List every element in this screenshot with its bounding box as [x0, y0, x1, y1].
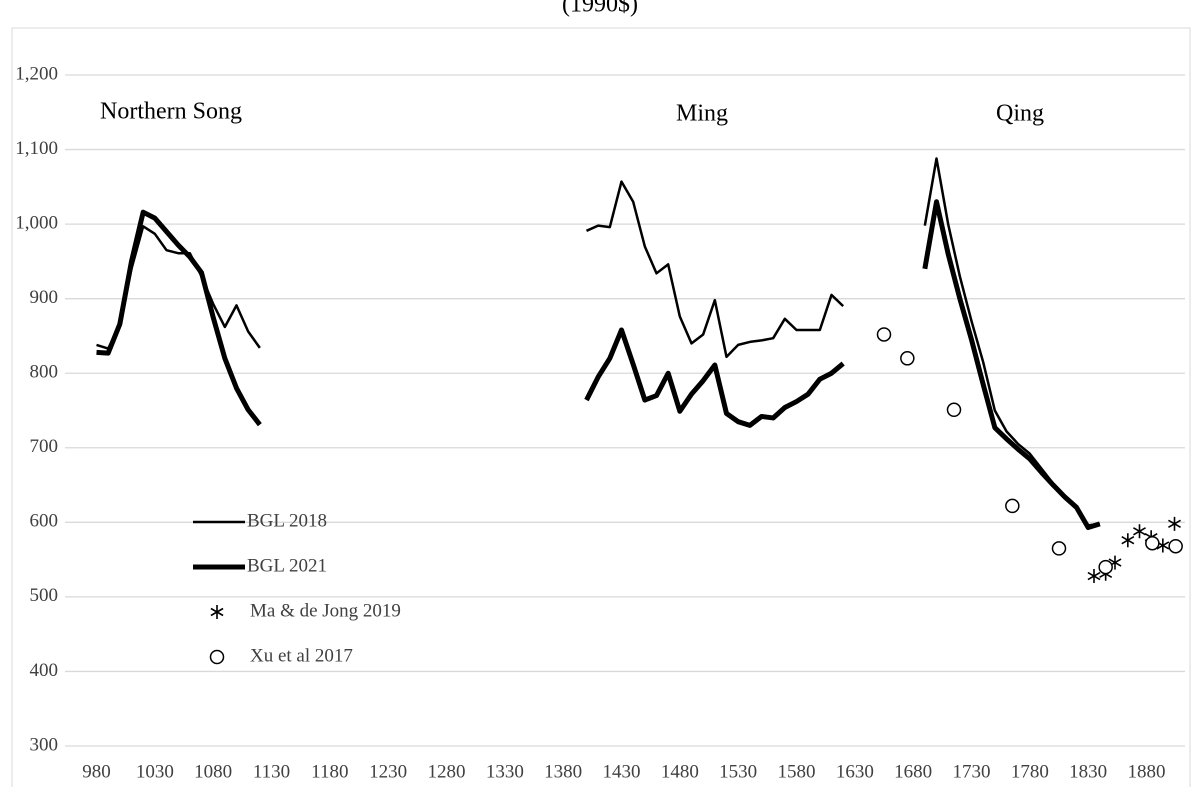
x-tick-label: 1030 — [136, 761, 174, 782]
x-tick-label: 1630 — [836, 761, 874, 782]
legend-swatch — [209, 649, 225, 665]
x-tick-label: 1380 — [544, 761, 582, 782]
y-tick-label: 1,100 — [15, 138, 58, 159]
series-line — [96, 157, 1100, 527]
legend-label: Xu et al 2017 — [250, 645, 353, 666]
x-tick-label: 1430 — [603, 761, 641, 782]
x-tick-label: 1130 — [253, 761, 290, 782]
x-tick-label: 1730 — [953, 761, 991, 782]
y-tick-label: 800 — [30, 362, 59, 383]
x-tick-label: 1880 — [1128, 761, 1166, 782]
chart-title: (1990$) — [562, 0, 638, 18]
point — [1005, 498, 1020, 514]
y-tick-label: 1,200 — [15, 63, 58, 84]
x-tick-label: 1580 — [778, 761, 816, 782]
y-tick-label: 600 — [30, 511, 59, 532]
y-tick-label: 700 — [30, 436, 59, 457]
point — [900, 351, 915, 366]
point — [1087, 569, 1101, 584]
y-tick-label: 400 — [30, 660, 59, 681]
y-tick-label: 300 — [30, 734, 59, 755]
legend-swatch — [210, 605, 224, 619]
x-tick-label: 1680 — [894, 761, 932, 782]
point — [1168, 538, 1183, 554]
point — [946, 402, 962, 418]
x-tick-label: 1530 — [719, 761, 757, 782]
point — [1121, 533, 1135, 548]
legend-label: BGL 2021 — [247, 555, 327, 576]
x-tick-label: 1280 — [428, 761, 466, 782]
x-tick-label: 1080 — [194, 761, 232, 782]
chart-border — [11, 27, 1191, 787]
point — [1133, 524, 1146, 539]
x-tick-label: 1480 — [661, 761, 699, 782]
annotation: Ming — [676, 101, 728, 127]
y-tick-label: 900 — [30, 287, 59, 308]
legend-label: Ma & de Jong 2019 — [250, 600, 401, 621]
x-tick-label: 1780 — [1011, 761, 1049, 782]
legend-label: BGL 2018 — [247, 510, 327, 531]
annotation: Northern Song — [100, 99, 242, 125]
x-tick-label: 980 — [82, 761, 111, 782]
annotation: Qing — [996, 101, 1044, 127]
point — [1145, 535, 1160, 551]
x-tick-label: 1180 — [311, 761, 348, 782]
point — [1098, 559, 1113, 575]
point — [876, 327, 892, 342]
point — [1168, 516, 1181, 531]
series-line — [96, 199, 1101, 531]
x-tick-label: 1330 — [486, 761, 524, 782]
x-tick-label: 1230 — [369, 761, 407, 782]
y-tick-label: 1,000 — [15, 212, 58, 233]
y-tick-label: 500 — [30, 585, 59, 606]
x-tick-label: 1830 — [1069, 761, 1107, 782]
point — [1051, 541, 1067, 556]
